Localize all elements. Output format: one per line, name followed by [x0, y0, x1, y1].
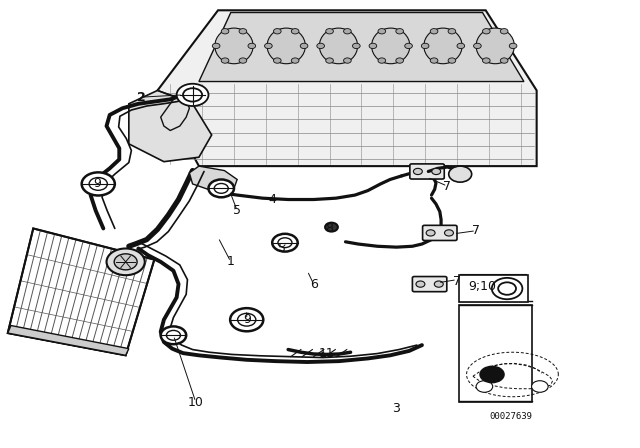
Text: 2: 2 [137, 90, 146, 103]
FancyBboxPatch shape [422, 225, 457, 241]
Circle shape [404, 43, 412, 48]
Polygon shape [199, 13, 524, 82]
Text: 6: 6 [310, 278, 317, 291]
Circle shape [413, 168, 422, 175]
Circle shape [474, 43, 481, 48]
Ellipse shape [476, 28, 515, 64]
Circle shape [532, 381, 548, 392]
Text: 4: 4 [268, 193, 276, 206]
Circle shape [89, 177, 108, 190]
Polygon shape [8, 326, 129, 355]
Ellipse shape [215, 28, 253, 64]
Circle shape [448, 58, 456, 63]
Circle shape [221, 58, 229, 63]
Text: 9;10: 9;10 [468, 280, 497, 293]
Circle shape [183, 88, 202, 102]
Circle shape [430, 58, 438, 63]
Polygon shape [129, 90, 212, 162]
Text: 00027639: 00027639 [490, 412, 532, 421]
Ellipse shape [372, 28, 410, 64]
Circle shape [106, 249, 145, 275]
Polygon shape [8, 228, 154, 355]
Circle shape [248, 43, 255, 48]
Circle shape [326, 58, 333, 63]
Circle shape [500, 58, 508, 63]
Circle shape [325, 223, 338, 232]
Circle shape [212, 43, 220, 48]
Circle shape [369, 43, 377, 48]
Circle shape [445, 230, 453, 236]
Circle shape [273, 58, 281, 63]
Circle shape [483, 29, 490, 34]
Circle shape [237, 313, 256, 326]
FancyBboxPatch shape [459, 275, 528, 302]
Circle shape [221, 29, 229, 34]
Circle shape [483, 58, 490, 63]
Circle shape [448, 29, 456, 34]
Circle shape [396, 29, 403, 34]
Circle shape [476, 381, 493, 392]
Text: 9: 9 [93, 177, 101, 190]
Circle shape [396, 58, 403, 63]
FancyBboxPatch shape [410, 164, 444, 179]
Circle shape [114, 254, 137, 270]
Circle shape [209, 180, 234, 197]
Text: 1: 1 [227, 255, 235, 268]
Circle shape [500, 29, 508, 34]
Circle shape [479, 366, 505, 383]
Circle shape [326, 29, 333, 34]
Circle shape [264, 43, 272, 48]
Text: 9: 9 [243, 313, 251, 326]
Circle shape [492, 278, 522, 299]
Circle shape [161, 327, 186, 344]
FancyBboxPatch shape [412, 276, 447, 292]
Text: 10: 10 [188, 396, 204, 409]
Circle shape [432, 168, 441, 175]
Polygon shape [157, 10, 537, 166]
Circle shape [291, 29, 299, 34]
Text: 7: 7 [444, 180, 451, 193]
Circle shape [378, 29, 386, 34]
Text: 8: 8 [326, 222, 333, 235]
Ellipse shape [319, 28, 358, 64]
Circle shape [426, 230, 435, 236]
Circle shape [457, 43, 465, 48]
Circle shape [239, 58, 246, 63]
Circle shape [272, 234, 298, 252]
Circle shape [82, 172, 115, 195]
Circle shape [449, 166, 472, 182]
Circle shape [239, 29, 246, 34]
Text: 5: 5 [278, 242, 286, 255]
Circle shape [273, 29, 281, 34]
Circle shape [353, 43, 360, 48]
Circle shape [421, 43, 429, 48]
Text: 7: 7 [472, 224, 480, 237]
Polygon shape [189, 166, 237, 193]
Circle shape [214, 184, 228, 193]
Circle shape [344, 58, 351, 63]
Circle shape [344, 29, 351, 34]
Circle shape [378, 58, 386, 63]
Text: 3: 3 [392, 402, 401, 415]
Text: 5: 5 [233, 204, 241, 217]
Ellipse shape [267, 28, 305, 64]
Circle shape [166, 331, 180, 340]
Text: 11: 11 [319, 347, 334, 360]
Text: 7: 7 [453, 276, 461, 289]
Circle shape [300, 43, 308, 48]
Circle shape [317, 43, 324, 48]
Circle shape [435, 281, 444, 287]
Circle shape [177, 84, 209, 106]
Circle shape [498, 282, 516, 295]
Circle shape [230, 308, 263, 332]
Circle shape [416, 281, 425, 287]
Circle shape [291, 58, 299, 63]
Ellipse shape [424, 28, 462, 64]
Circle shape [430, 29, 438, 34]
Circle shape [278, 238, 292, 248]
Circle shape [509, 43, 517, 48]
